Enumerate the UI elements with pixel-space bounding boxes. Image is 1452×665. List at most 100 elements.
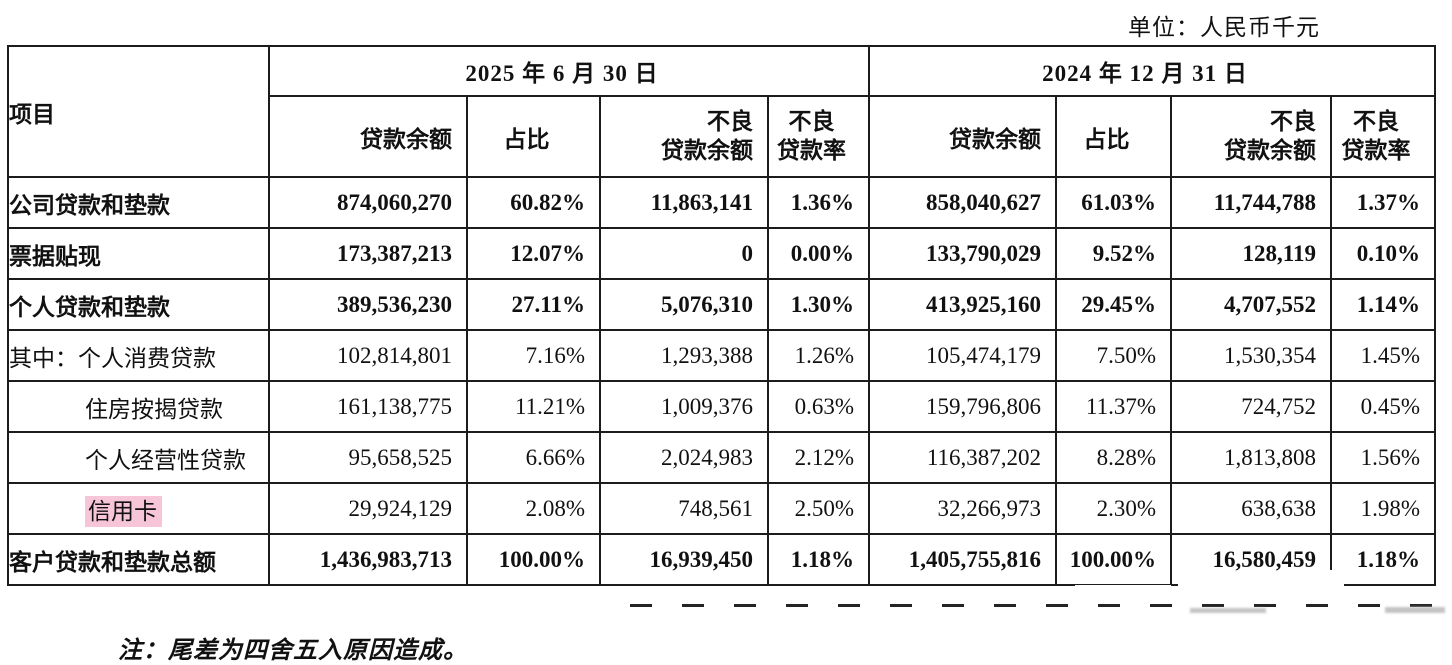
cell: 2.30% xyxy=(1055,482,1172,535)
cell: 1.18% xyxy=(767,533,870,586)
group-header-2025: 2025 年 6 月 30 日 xyxy=(268,45,870,97)
group-header-2024: 2024 年 12 月 31 日 xyxy=(868,45,1436,97)
cell: 100.00% xyxy=(466,533,601,586)
cell: 1.36% xyxy=(767,176,870,229)
row-label: 客户贷款和垫款总额 xyxy=(7,533,270,586)
cell: 1,530,354 xyxy=(1170,329,1332,382)
cell: 9.52% xyxy=(1055,227,1172,280)
col-header-npl-balance-2025: 不良 贷款余额 xyxy=(599,95,769,178)
cell: 4,707,552 xyxy=(1170,278,1332,331)
cell: 1.26% xyxy=(767,329,870,382)
footnote: 注：尾差为四舍五入原因造成。 xyxy=(118,638,468,664)
cell: 1,009,376 xyxy=(599,380,769,433)
cell: 1.18% xyxy=(1330,533,1436,586)
col-header-balance-2025: 贷款余额 xyxy=(268,95,468,178)
row-label: 住房按揭贷款 xyxy=(7,380,270,433)
cell: 8.28% xyxy=(1055,431,1172,484)
cell: 1.30% xyxy=(767,278,870,331)
cell: 2.08% xyxy=(466,482,601,535)
col-header-npl-ratio-2025: 不良 贷款率 xyxy=(767,95,870,178)
table-row-personal-consumption-loans: 其中：个人消费贷款 102,814,801 7.16% 1,293,388 1.… xyxy=(7,329,1436,382)
cell: 1.45% xyxy=(1330,329,1436,382)
cell: 0 xyxy=(599,227,769,280)
table-row-personal-loans: 个人贷款和垫款 389,536,230 27.11% 5,076,310 1.3… xyxy=(7,278,1436,331)
cell: 29.45% xyxy=(1055,278,1172,331)
cell: 1.14% xyxy=(1330,278,1436,331)
cell: 102,814,801 xyxy=(268,329,468,382)
cell: 7.16% xyxy=(466,329,601,382)
cell: 100.00% xyxy=(1055,533,1172,586)
table-row-personal-business-loans: 个人经营性贷款 95,658,525 6.66% 2,024,983 2.12%… xyxy=(7,431,1436,484)
cell: 413,925,160 xyxy=(868,278,1057,331)
smudge-over-npl-total xyxy=(1178,582,1344,597)
table-row-total-loans: 客户贷款和垫款总额 1,436,983,713 100.00% 16,939,4… xyxy=(7,533,1436,586)
cell: 11.37% xyxy=(1055,380,1172,433)
broken-border-dashes xyxy=(600,604,1446,607)
cell: 1,813,808 xyxy=(1170,431,1332,484)
row-label: 个人经营性贷款 xyxy=(7,431,270,484)
cell: 1.37% xyxy=(1330,176,1436,229)
row-label: 信用卡 xyxy=(7,482,270,535)
cell: 748,561 xyxy=(599,482,769,535)
col-header-npl-balance-2024: 不良 贷款余额 xyxy=(1170,95,1332,178)
col-header-share-2025: 占比 xyxy=(466,95,601,178)
loan-table: 项目 2025 年 6 月 30 日 2024 年 12 月 31 日 贷款余额… xyxy=(7,45,1436,586)
cell: 858,040,627 xyxy=(868,176,1057,229)
cell: 105,474,179 xyxy=(868,329,1057,382)
col-header-balance-2024: 贷款余额 xyxy=(868,95,1057,178)
row-label: 个人贷款和垫款 xyxy=(7,278,270,331)
unit-label: 单位：人民币千元 xyxy=(1128,15,1320,40)
cell: 5,076,310 xyxy=(599,278,769,331)
cell: 60.82% xyxy=(466,176,601,229)
cell: 6.66% xyxy=(466,431,601,484)
cell: 1.98% xyxy=(1330,482,1436,535)
cell: 11,744,788 xyxy=(1170,176,1332,229)
watermark-remnant xyxy=(1385,607,1445,613)
erased-area xyxy=(556,600,1452,617)
cell: 159,796,806 xyxy=(868,380,1057,433)
cell: 133,790,029 xyxy=(868,227,1057,280)
cell: 128,119 xyxy=(1170,227,1332,280)
row-label: 其中：个人消费贷款 xyxy=(7,329,270,382)
cell: 12.07% xyxy=(466,227,601,280)
cell: 0.00% xyxy=(767,227,870,280)
credit-card-highlight: 信用卡 xyxy=(85,495,162,527)
cell: 32,266,973 xyxy=(868,482,1057,535)
col-header-npl-ratio-2024: 不良 贷款率 xyxy=(1330,95,1436,178)
header-row-columns: 贷款余额 占比 不良 贷款余额 不良 贷款率 贷款余额 占比 不良 贷款余额 不… xyxy=(8,95,1436,178)
cell: 1,293,388 xyxy=(599,329,769,382)
cell: 11.21% xyxy=(466,380,601,433)
cell: 874,060,270 xyxy=(268,176,468,229)
smudge-over-ratio xyxy=(1075,585,1171,598)
cell: 27.11% xyxy=(466,278,601,331)
cell: 11,863,141 xyxy=(599,176,769,229)
table-row-housing-mortgage-loans: 住房按揭贷款 161,138,775 11.21% 1,009,376 0.63… xyxy=(7,380,1436,433)
table-row-credit-card: 信用卡 29,924,129 2.08% 748,561 2.50% 32,26… xyxy=(7,482,1436,535)
watermark-remnant xyxy=(1190,608,1266,613)
cell: 161,138,775 xyxy=(268,380,468,433)
cell: 61.03% xyxy=(1055,176,1172,229)
cell: 0.10% xyxy=(1330,227,1436,280)
item-column-header: 项目 xyxy=(7,45,270,178)
cell: 0.63% xyxy=(767,380,870,433)
header-row-dates: 项目 2025 年 6 月 30 日 2024 年 12 月 31 日 xyxy=(7,45,1436,178)
cell: 1,405,755,816 xyxy=(868,533,1057,586)
cell: 29,924,129 xyxy=(268,482,468,535)
table-row-bill-discounting: 票据贴现 173,387,213 12.07% 0 0.00% 133,790,… xyxy=(7,227,1436,280)
cell: 95,658,525 xyxy=(268,431,468,484)
cell: 2.12% xyxy=(767,431,870,484)
row-label: 票据贴现 xyxy=(7,227,270,280)
cell: 16,580,459 xyxy=(1170,533,1332,586)
table-row-corporate-loans: 公司贷款和垫款 874,060,270 60.82% 11,863,141 1.… xyxy=(7,176,1436,229)
cell: 0.45% xyxy=(1330,380,1436,433)
cell: 16,939,450 xyxy=(599,533,769,586)
smudge-over-last-digit xyxy=(1314,570,1341,597)
cell: 2,024,983 xyxy=(599,431,769,484)
cell: 7.50% xyxy=(1055,329,1172,382)
row-label: 公司贷款和垫款 xyxy=(7,176,270,229)
cell: 173,387,213 xyxy=(268,227,468,280)
cell: 2.50% xyxy=(767,482,870,535)
cell: 638,638 xyxy=(1170,482,1332,535)
cell: 1,436,983,713 xyxy=(268,533,468,586)
